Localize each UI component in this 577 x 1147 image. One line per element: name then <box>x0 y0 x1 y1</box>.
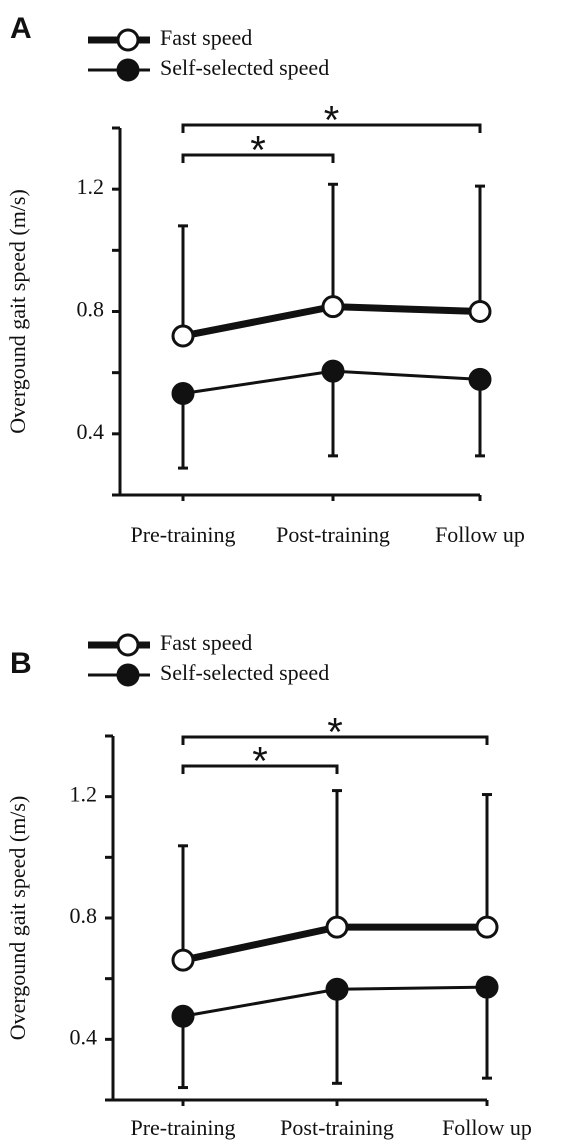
significance-star: * <box>327 711 343 755</box>
data-point <box>325 977 349 1001</box>
legend-marker <box>116 28 140 52</box>
x-tick-label: Follow up <box>435 522 525 547</box>
data-point <box>468 300 492 323</box>
error-bar <box>332 789 342 928</box>
data-point <box>171 324 195 348</box>
error-bar <box>328 371 338 458</box>
y-tick-label: 1.2 <box>77 174 105 199</box>
data-point <box>321 359 345 383</box>
y-tick-label: 0.8 <box>77 297 105 322</box>
error-bar <box>328 182 338 307</box>
significance-star: * <box>252 740 268 784</box>
x-tick-label: Post-training <box>276 522 390 547</box>
data-point <box>325 915 349 939</box>
data-point <box>171 948 195 972</box>
panel-letter: A <box>10 12 32 45</box>
legend-marker <box>116 58 140 82</box>
legend-label: Self-selected speed <box>160 660 329 685</box>
error-bar <box>332 989 342 1085</box>
y-axis-label: Overgound gait speed (m/s) <box>5 189 30 434</box>
legend-label: Fast speed <box>160 630 252 655</box>
error-bar <box>482 793 492 928</box>
error-bar <box>178 224 188 336</box>
x-tick-label: Pre-training <box>130 1115 235 1140</box>
y-axis-label: Overgound gait speed (m/s) <box>5 796 30 1041</box>
significance-bracket <box>181 764 339 774</box>
data-point <box>475 915 499 939</box>
y-tick-label: 0.8 <box>70 903 98 928</box>
data-point <box>475 975 499 999</box>
data-point <box>171 1004 195 1028</box>
y-tick-label: 0.4 <box>77 419 105 444</box>
significance-bracket <box>181 735 489 745</box>
data-point <box>321 295 345 319</box>
data-point <box>171 381 195 405</box>
legend-label: Fast speed <box>160 25 252 50</box>
error-bar <box>475 379 485 458</box>
error-bar <box>475 184 485 312</box>
x-tick-label: Pre-training <box>130 522 235 547</box>
significance-star: * <box>324 99 340 143</box>
legend-marker <box>116 633 140 657</box>
data-point <box>468 367 492 391</box>
y-tick-label: 0.4 <box>70 1024 98 1049</box>
x-tick-label: Follow up <box>442 1115 532 1140</box>
significance-bracket <box>181 153 335 163</box>
significance-star: * <box>250 129 266 173</box>
legend-marker <box>116 663 140 687</box>
error-bar <box>178 844 188 961</box>
x-tick-label: Post-training <box>280 1115 394 1140</box>
legend-label: Self-selected speed <box>160 55 329 80</box>
error-bar <box>178 1016 188 1090</box>
panel-letter: B <box>10 647 32 680</box>
significance-bracket <box>181 123 482 133</box>
y-tick-label: 1.2 <box>70 782 98 807</box>
error-bar <box>482 987 492 1080</box>
error-bar <box>178 393 188 470</box>
